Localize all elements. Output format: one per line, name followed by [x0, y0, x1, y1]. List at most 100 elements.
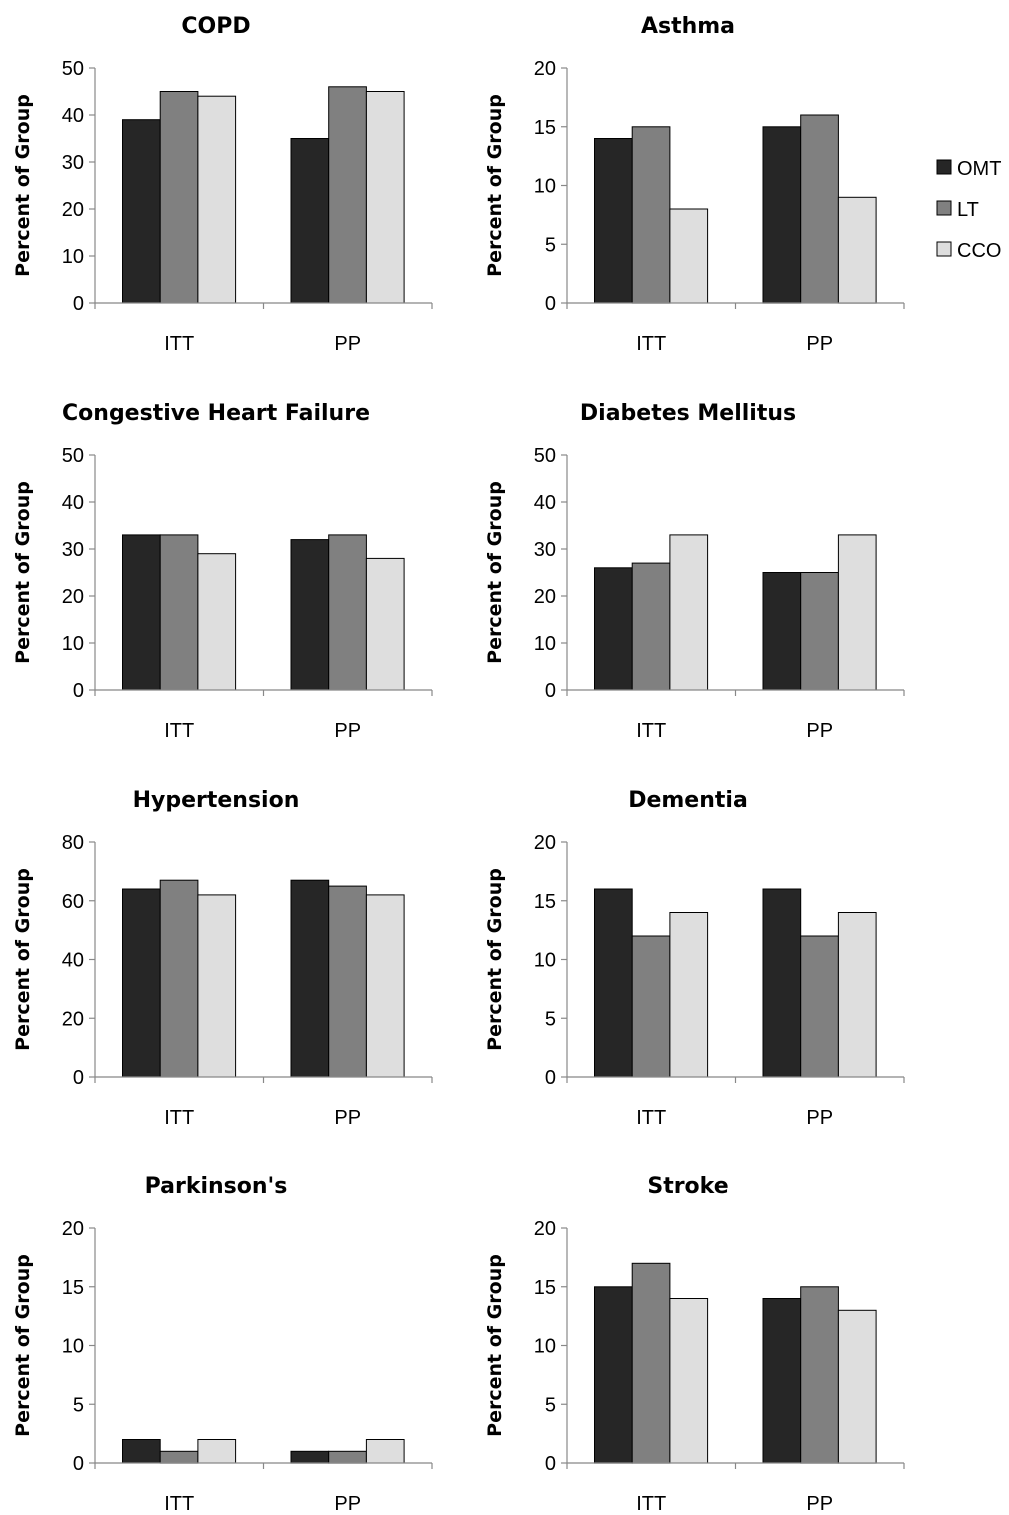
- x-category-label: PP: [334, 333, 361, 355]
- chart-asthma: Asthma Percent of Group 0 5 10 15 20 ITT PP: [484, 14, 905, 355]
- bar-omt-pp: [290, 138, 330, 304]
- chart-title: Stroke: [647, 1174, 728, 1199]
- y-tick-label: 0: [545, 1453, 556, 1475]
- y-axis-label: Percent of Group: [484, 1254, 506, 1437]
- y-tick-label: 15: [62, 1277, 84, 1299]
- bar-lt-itt: [159, 534, 199, 691]
- y-tick-label: 60: [62, 891, 84, 913]
- y-tick-label: 10: [62, 633, 84, 655]
- y-tick-label: 10: [534, 176, 556, 198]
- y-tick-label: 50: [62, 445, 84, 467]
- legend-label: OMT: [957, 158, 1001, 180]
- legend-swatch: [936, 159, 952, 175]
- legend-item-omt: OMT: [936, 158, 1001, 180]
- legend-item-lt: LT: [936, 199, 979, 221]
- bar-cco-pp: [837, 1309, 877, 1464]
- bar-cco-itt: [669, 208, 709, 304]
- x-category-label: ITT: [164, 333, 194, 355]
- x-category-label: ITT: [164, 720, 194, 742]
- bar-omt-itt: [594, 567, 633, 691]
- bar-lt-itt: [631, 935, 671, 1078]
- bar-omt-itt: [122, 534, 161, 691]
- y-tick-label: 20: [62, 586, 84, 608]
- chart-copd: COPD Percent of Group 0 10 20 30 40 50 ITT PP: [12, 14, 433, 355]
- chart-title: COPD: [181, 14, 250, 39]
- y-axis-label: Percent of Group: [12, 94, 34, 277]
- y-tick-label: 50: [62, 58, 84, 80]
- bar-lt-pp: [800, 935, 839, 1078]
- x-category-label: PP: [806, 1107, 833, 1129]
- y-tick-label: 0: [73, 1067, 84, 1089]
- y-tick-label: 50: [534, 445, 556, 467]
- y-tick-label: 10: [62, 1336, 84, 1358]
- y-axis-label: Percent of Group: [484, 868, 506, 1051]
- x-category-label: ITT: [636, 1107, 666, 1129]
- bar-omt-pp: [762, 126, 802, 304]
- legend-item-cco: CCO: [936, 240, 1001, 262]
- y-axis-label: Percent of Group: [484, 481, 506, 664]
- chart-congestive-heart-failure: Congestive Heart Failure Percent of Group…: [12, 401, 433, 742]
- chart-title: Dementia: [628, 788, 748, 813]
- bar-lt-pp: [800, 1286, 839, 1464]
- y-tick-label: 0: [73, 293, 84, 315]
- bar-lt-itt: [631, 562, 671, 691]
- bar-cco-itt: [669, 912, 709, 1078]
- bar-cco-itt: [197, 553, 237, 691]
- legend-label: LT: [957, 199, 979, 221]
- chart-title: Hypertension: [133, 788, 300, 813]
- chart-title: Asthma: [641, 14, 735, 39]
- y-tick-label: 5: [545, 1008, 556, 1030]
- y-tick-label: 15: [534, 1277, 556, 1299]
- y-tick-label: 5: [73, 1394, 84, 1416]
- y-tick-label: 30: [62, 152, 84, 174]
- bar-omt-pp: [290, 539, 330, 691]
- chart-title: Congestive Heart Failure: [62, 401, 370, 426]
- x-category-label: ITT: [164, 1493, 194, 1515]
- x-category-label: PP: [334, 1493, 361, 1515]
- bar-omt-pp: [290, 879, 330, 1078]
- bar-lt-pp: [800, 572, 839, 691]
- y-tick-label: 0: [73, 680, 84, 702]
- bar-cco-pp: [365, 91, 405, 304]
- y-tick-label: 0: [73, 1453, 84, 1475]
- y-tick-label: 20: [534, 832, 556, 854]
- chart-stroke: Stroke Percent of Group 0 5 10 15 20 ITT PP: [484, 1174, 905, 1515]
- bar-lt-itt: [159, 1450, 199, 1464]
- chart-parkinson-s: Parkinson's Percent of Group 0 5 10 15 20 ITT PP: [12, 1174, 433, 1515]
- legend: OMT LT CCO: [936, 158, 1001, 262]
- bar-cco-pp: [837, 912, 877, 1078]
- bar-omt-itt: [122, 1439, 161, 1464]
- bar-cco-itt: [669, 534, 709, 691]
- y-tick-label: 15: [534, 117, 556, 139]
- chart-title: Diabetes Mellitus: [580, 401, 796, 426]
- bar-cco-itt: [197, 894, 237, 1078]
- bar-omt-itt: [594, 138, 633, 304]
- y-tick-label: 20: [534, 1218, 556, 1240]
- y-tick-label: 10: [62, 246, 84, 268]
- bar-lt-itt: [631, 126, 671, 304]
- y-tick-label: 40: [534, 492, 556, 514]
- bar-lt-pp: [328, 885, 367, 1078]
- y-axis-label: Percent of Group: [484, 94, 506, 277]
- bar-lt-itt: [159, 91, 199, 304]
- y-tick-label: 40: [62, 950, 84, 972]
- y-tick-label: 5: [545, 234, 556, 256]
- y-axis-label: Percent of Group: [12, 868, 34, 1051]
- x-category-label: PP: [334, 720, 361, 742]
- bar-lt-pp: [800, 114, 839, 304]
- x-category-label: PP: [334, 1107, 361, 1129]
- x-category-label: PP: [806, 720, 833, 742]
- chart-hypertension: Hypertension Percent of Group 0 20 40 60 80 ITT…: [12, 788, 433, 1129]
- x-category-label: ITT: [636, 720, 666, 742]
- bar-lt-itt: [631, 1262, 671, 1464]
- y-tick-label: 10: [534, 1336, 556, 1358]
- y-tick-label: 20: [62, 199, 84, 221]
- bar-omt-pp: [762, 572, 802, 691]
- x-category-label: PP: [806, 1493, 833, 1515]
- y-tick-label: 80: [62, 832, 84, 854]
- x-category-label: PP: [806, 333, 833, 355]
- y-tick-label: 0: [545, 1067, 556, 1089]
- bar-lt-pp: [328, 534, 367, 691]
- bar-omt-pp: [762, 888, 802, 1078]
